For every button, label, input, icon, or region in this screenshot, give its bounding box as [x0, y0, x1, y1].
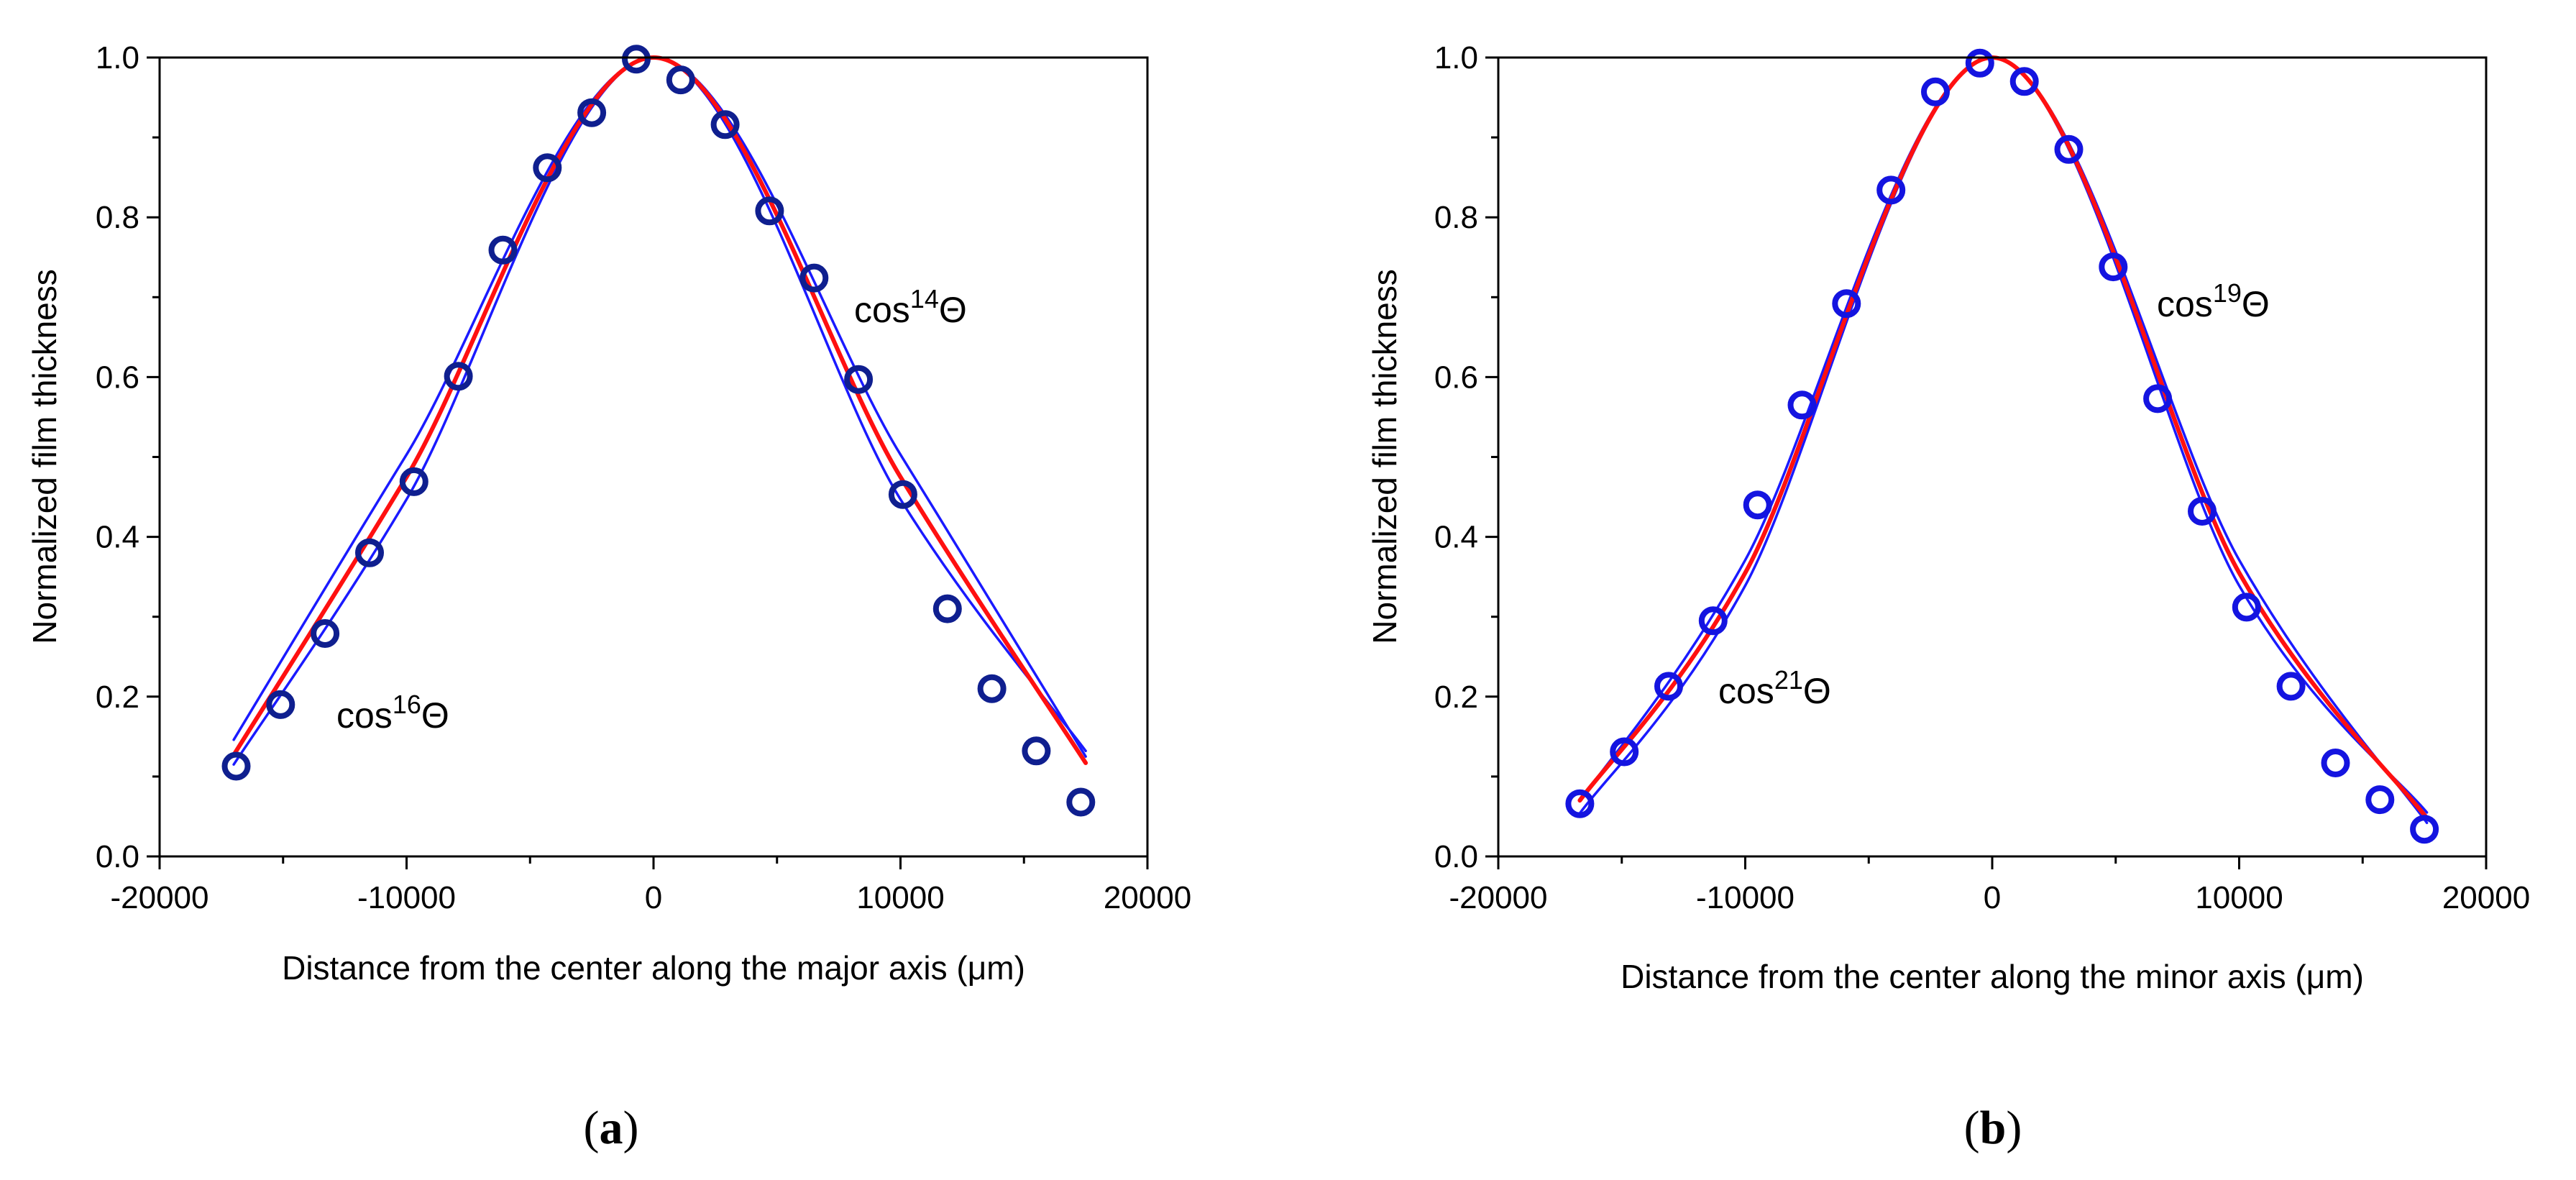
- panel-a-annotation-cos14: cos14Θ: [854, 284, 967, 330]
- panel-a-data-point: [488, 235, 518, 265]
- panel-a-data-point: [266, 690, 295, 719]
- panel-b-data-point: [1921, 77, 1950, 106]
- panel-b: -20000 -10000 0 10000 20000 0.0 0.2 0.4 0.6 0.8 1…: [1366, 40, 2530, 1154]
- panel-a-data-point: [888, 480, 917, 509]
- panel-a-annotation-cos16-theta: Θ: [421, 695, 449, 736]
- panel-b-data-point: [1965, 48, 1994, 78]
- panel-a-annotation-cos14-base: cos: [854, 290, 910, 330]
- panel-b-data-point: [2365, 785, 2395, 815]
- panel-b-data-point: [1876, 175, 1906, 205]
- panel-a-data-point: [932, 594, 962, 623]
- panel-a-x-axis: -20000 -10000 0 10000 20000: [110, 856, 1191, 915]
- panel-a-x-tick-label: -10000: [357, 880, 456, 915]
- panel-b-data-point: [1565, 789, 1595, 818]
- panel-a-data-point: [221, 751, 251, 781]
- panel-a-data-point: [622, 45, 651, 74]
- panel-a-y-axis-title: Normalized film thickness: [26, 269, 63, 644]
- panel-a-data-point: [977, 674, 1007, 703]
- panel-a-x-tick-label: 0: [645, 880, 662, 915]
- panel-a: -20000 -10000 0 10000 20000 0.0 0.2 0.4 0.6 0.8 1…: [26, 40, 1191, 1154]
- panel-a-data-point: [1022, 736, 1051, 766]
- panel-b-data-point: [1610, 737, 1639, 767]
- panel-a-y-tick-label: 0.2: [96, 680, 139, 715]
- panel-a-label-letter: a: [600, 1102, 623, 1154]
- panel-b-x-tick-label: -10000: [1696, 880, 1795, 915]
- panel-b-x-axis: -20000 -10000 0 10000 20000: [1449, 856, 2530, 915]
- panel-a-annotation-cos14-exponent: 14: [910, 284, 939, 314]
- panel-b-data-point: [2099, 252, 2128, 282]
- panel-a-data-point: [311, 619, 340, 648]
- panel-b-annotation-cos19-theta: Θ: [2242, 284, 2270, 324]
- panel-b-y-tick-label: 1.0: [1434, 40, 1478, 76]
- panel-b-label: (b): [1964, 1102, 2022, 1154]
- panel-b-data-point: [2188, 497, 2217, 526]
- panel-b-data-point: [2321, 749, 2350, 777]
- panel-a-y-tick-label: 0.6: [96, 360, 139, 395]
- panel-a-data-point: [1066, 787, 1096, 817]
- panel-a-annotation-cos16: cos16Θ: [336, 690, 449, 736]
- panel-b-x-tick-label: 0: [1984, 880, 2001, 915]
- panel-b-annotation-cos21-exponent: 21: [1774, 665, 1803, 695]
- panel-a-data-point: [399, 467, 428, 496]
- panel-a-x-tick-label: 20000: [1104, 880, 1191, 915]
- panel-b-y-tick-label: 0.0: [1434, 839, 1478, 874]
- panel-b-annotation-cos19-exponent: 19: [2213, 278, 2242, 308]
- panel-b-data-point: [2143, 384, 2173, 413]
- panel-a-data-point: [844, 365, 874, 394]
- panel-b-data-point: [2054, 134, 2084, 164]
- panel-a-y-tick-label: 0.8: [96, 200, 139, 235]
- panel-b-data-point: [1743, 490, 1772, 520]
- panel-a-data-point: [710, 110, 740, 140]
- panel-a-data-point: [444, 362, 473, 391]
- panel-a-y-axis: 0.0 0.2 0.4 0.6 0.8 1.0: [96, 40, 160, 874]
- panel-a-data-point: [533, 153, 562, 183]
- panel-b-annotation-cos21: cos21Θ: [1718, 665, 1831, 711]
- panel-a-x-axis-title: Distance from the center along the major…: [282, 949, 1025, 987]
- panel-b-annotation-cos19-base: cos: [2157, 284, 2213, 324]
- panel-a-y-tick-label: 1.0: [96, 40, 139, 76]
- panel-a-y-tick-label: 0.0: [96, 839, 139, 874]
- panel-a-points: [221, 45, 1096, 817]
- panel-b-data-point: [2232, 593, 2261, 622]
- panel-b-y-tick-label: 0.4: [1434, 520, 1478, 555]
- panel-a-y-tick-label: 0.4: [96, 520, 139, 555]
- panel-a-label: (a): [584, 1102, 639, 1154]
- panel-a-annotation-cos16-base: cos: [336, 695, 393, 736]
- panel-b-label-letter: b: [1980, 1102, 2007, 1154]
- panel-b-data-point: [1654, 672, 1683, 701]
- panel-b-annotation-cos19: cos19Θ: [2157, 278, 2270, 324]
- panel-b-annotation-cos21-theta: Θ: [1803, 671, 1831, 711]
- panel-b-data-point: [1832, 289, 1861, 319]
- panel-a-data-point: [755, 196, 784, 226]
- panel-a-x-tick-label: 10000: [856, 880, 944, 915]
- panel-b-y-tick-label: 0.8: [1434, 200, 1478, 235]
- panel-b-y-tick-label: 0.2: [1434, 680, 1478, 715]
- panel-b-y-axis: 0.0 0.2 0.4 0.6 0.8 1.0: [1434, 40, 1498, 874]
- panel-b-data-point: [1787, 390, 1817, 420]
- panel-a-data-point: [799, 263, 829, 293]
- panel-b-x-tick-label: -20000: [1449, 880, 1547, 915]
- panel-b-x-tick-label: 20000: [2442, 880, 2530, 915]
- panel-b-data-point: [1698, 606, 1728, 636]
- panel-a-data-point: [577, 98, 607, 127]
- panel-a-data-point: [355, 538, 384, 567]
- panel-a-annotation-cos14-theta: Θ: [939, 290, 967, 330]
- panel-b-x-tick-label: 10000: [2195, 880, 2283, 915]
- panel-b-y-tick-label: 0.6: [1434, 360, 1478, 395]
- panel-b-x-axis-title: Distance from the center along the minor…: [1621, 958, 2364, 995]
- panel-a-data-point: [666, 65, 695, 95]
- panel-a-annotation-cos16-exponent: 16: [393, 690, 421, 719]
- panel-a-x-tick-label: -20000: [110, 880, 208, 915]
- panel-b-data-point: [2276, 672, 2306, 701]
- panel-b-annotation-cos21-base: cos: [1718, 671, 1774, 711]
- panel-b-data-point: [2009, 67, 2039, 96]
- panel-b-data-point: [2410, 815, 2439, 844]
- panel-b-points: [1565, 48, 2439, 844]
- panel-b-y-axis-title: Normalized film thickness: [1366, 269, 1403, 644]
